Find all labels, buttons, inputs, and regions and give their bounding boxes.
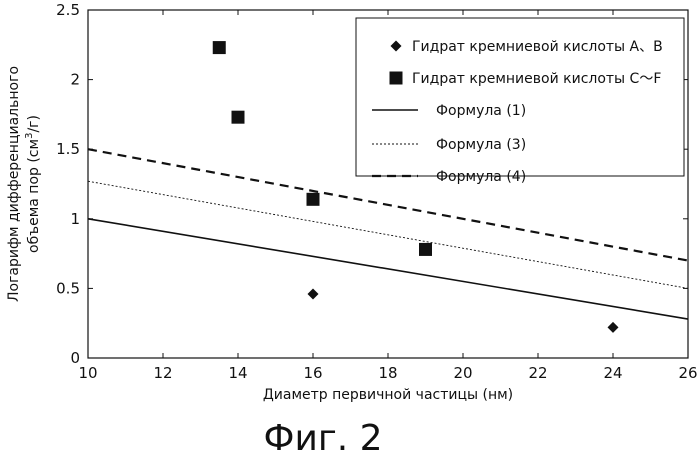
x-tick-label: 14 [228,364,247,382]
y-axis-title-line1: Логарифм дифференциального [6,66,22,302]
series-line-формула-3 [88,181,688,288]
figure-caption: Фиг. 2 [263,418,382,459]
x-tick-label: 22 [528,364,547,382]
y-axis-title-unit: /г) [26,115,42,133]
y-tick-label: 2 [70,71,80,89]
legend-label: Формула (3) [436,137,526,153]
legend-label: Гидрат кремниевой кислоты A、B [412,39,663,55]
y-tick-label: 1.5 [56,140,80,158]
data-point-square [232,111,245,124]
y-tick-label: 0 [70,349,80,367]
x-tick-label: 26 [678,364,697,382]
data-point-square [307,193,320,206]
legend-marker-square [390,72,403,85]
legend-label: Гидрат кремниевой кислоты C〜F [412,71,661,87]
y-tick-label: 2.5 [56,1,80,19]
x-tick-label: 20 [453,364,472,382]
x-axis-title: Диаметр первичной частицы (нм) [263,387,513,403]
y-axis-title-line2: объема пор (см3/г) [24,115,42,253]
x-tick-label: 12 [153,364,172,382]
data-point-diamond [608,322,619,333]
y-axis-title-main: объема пор (см [26,139,42,253]
data-point-diamond [308,288,319,299]
series-line-формула-1 [88,219,688,319]
x-tick-label: 16 [303,364,322,382]
legend-label: Формула (1) [436,103,526,119]
chart: 10 12 14 16 18 20 22 24 26 0 0.5 1 1.5 2 2.5 Гидрат кр… [0,0,700,461]
x-tick-label: 24 [603,364,622,382]
y-tick-label: 1 [70,210,80,228]
data-point-square [213,41,226,54]
legend-label: Формула (4) [436,169,526,185]
data-point-square [419,243,432,256]
y-tick-label: 0.5 [56,279,80,297]
x-tick-label: 10 [78,364,97,382]
x-tick-label: 18 [378,364,397,382]
